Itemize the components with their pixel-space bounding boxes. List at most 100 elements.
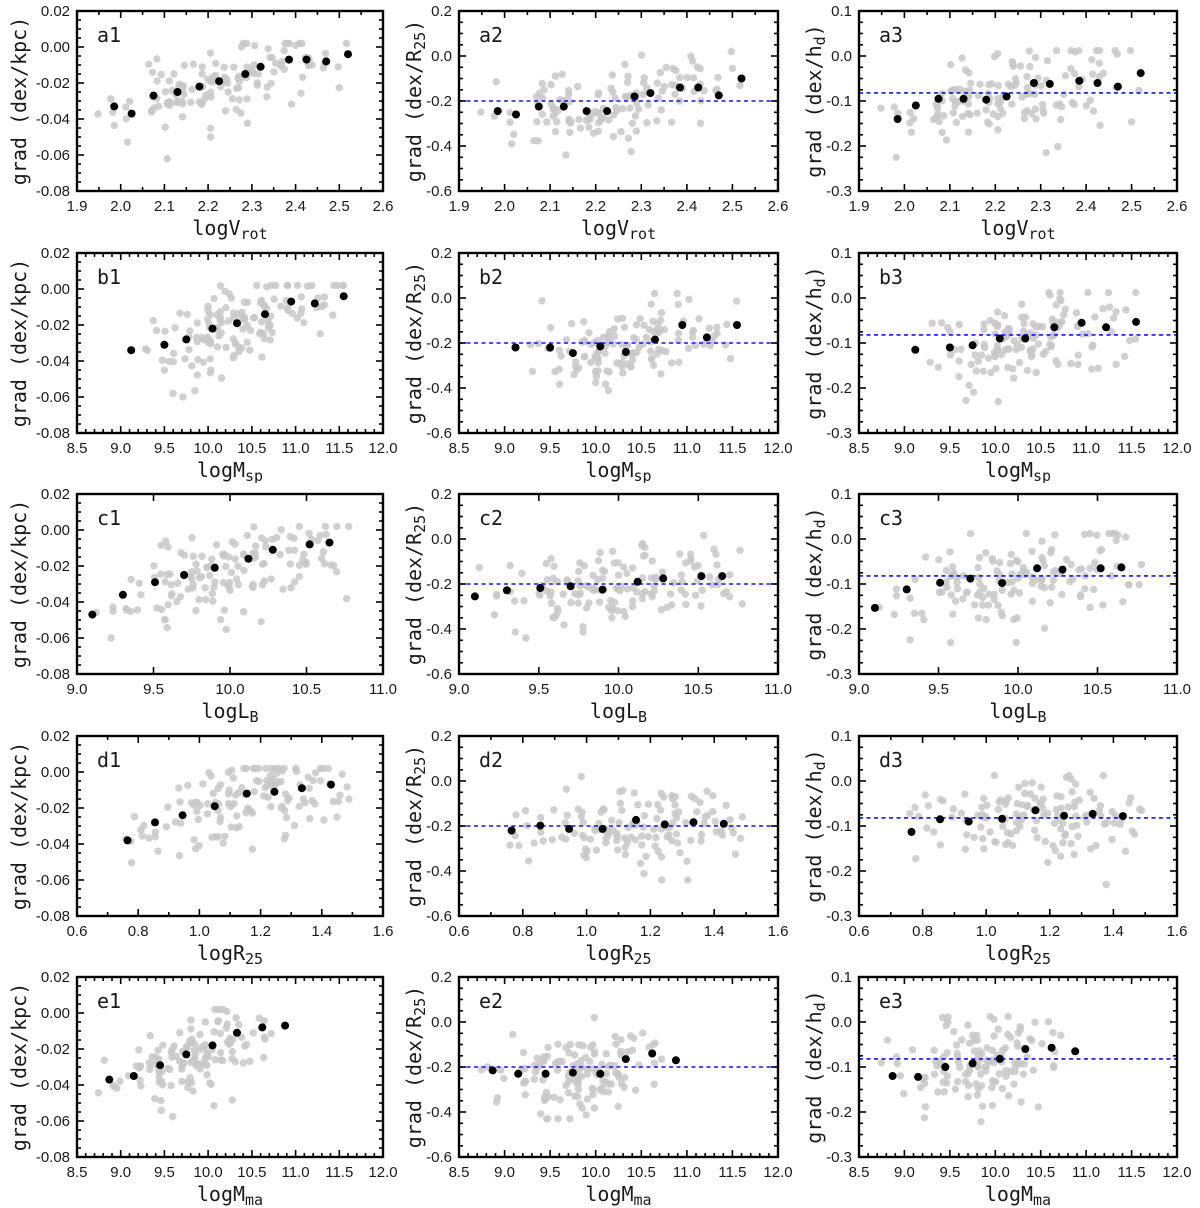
svg-text:2.0: 2.0 (894, 198, 915, 215)
svg-text:2.1: 2.1 (939, 198, 960, 215)
svg-text:1.9: 1.9 (449, 198, 470, 215)
svg-text:10.5: 10.5 (627, 1164, 656, 1181)
svg-text:9.0: 9.0 (494, 440, 515, 457)
x-axis-label: logMsp (985, 458, 1051, 484)
svg-text:2.3: 2.3 (1030, 198, 1051, 215)
panel-label: a3 (879, 23, 903, 47)
svg-text:0.1: 0.1 (831, 486, 852, 503)
y-axis-label: grad (dex/R25) (402, 20, 429, 182)
panel-c1-plot: 9.0 9.5 10.0 10.5 11.0 -0.08 -0.06 -0.04 -0.02 0.… (7, 486, 397, 725)
svg-text:-0.2: -0.2 (826, 621, 852, 638)
svg-text:10.5: 10.5 (1026, 440, 1055, 457)
svg-text:12.0: 12.0 (1162, 1164, 1191, 1181)
svg-text:10.0: 10.0 (581, 440, 610, 457)
svg-text:0.1: 0.1 (831, 728, 852, 745)
x-axis-label: logLB (989, 699, 1046, 725)
svg-text:10.5: 10.5 (237, 1164, 266, 1181)
svg-text:12.0: 12.0 (763, 1164, 792, 1181)
svg-text:10.0: 10.0 (215, 681, 244, 698)
svg-text:8.5: 8.5 (449, 1164, 470, 1181)
panel-d1: 0.6 0.8 1.0 1.2 1.4 1.6 -0.08 -0.06 -0.04 -0.02 0.… (0, 725, 400, 967)
svg-text:-0.08: -0.08 (36, 666, 70, 683)
svg-text:-0.3: -0.3 (826, 425, 852, 442)
svg-text:0.02: 0.02 (41, 969, 70, 986)
panel-label: a1 (97, 23, 121, 47)
x-axis-label: logVrot (192, 216, 267, 242)
svg-text:1.2: 1.2 (1039, 923, 1060, 940)
svg-text:-0.4: -0.4 (426, 138, 452, 155)
svg-text:10.0: 10.0 (981, 1164, 1010, 1181)
svg-text:9.0: 9.0 (449, 681, 470, 698)
svg-text:11.0: 11.0 (1163, 681, 1191, 698)
svg-text:2.2: 2.2 (585, 198, 606, 215)
svg-text:9.0: 9.0 (110, 1164, 131, 1181)
x-axis-label: logMma (197, 1182, 263, 1208)
panel-a2-plot: 1.9 2.0 2.1 2.2 2.3 2.4 2.5 2.6 -0.6 -0.4 -0.2 0.0 0… (402, 3, 788, 242)
panel-a2: 1.9 2.0 2.1 2.2 2.3 2.4 2.5 2.6 -0.6 -0.4 -0.2 0.0 0… (400, 0, 800, 242)
panel-label: d2 (479, 748, 503, 772)
svg-text:0.0: 0.0 (831, 1014, 852, 1031)
svg-text:8.5: 8.5 (849, 1164, 870, 1181)
y-axis-label: grad (dex/hd) (802, 266, 829, 419)
svg-text:-0.6: -0.6 (426, 425, 452, 442)
panel-e2: 8.5 9.0 9.5 10.0 10.5 11.0 11.5 12.0 -0.6 -0.4 -0.… (400, 966, 800, 1208)
svg-text:0.8: 0.8 (128, 923, 149, 940)
svg-text:8.5: 8.5 (449, 440, 470, 457)
panel-b3-plot: 8.5 9.0 9.5 10.0 10.5 11.0 11.5 12.0 -0.3 -0.2 -0.… (802, 245, 1192, 484)
svg-text:10.5: 10.5 (1026, 1164, 1055, 1181)
panel-label: d3 (879, 748, 903, 772)
svg-text:0.0: 0.0 (831, 773, 852, 790)
svg-text:1.9: 1.9 (67, 198, 88, 215)
svg-text:2.2: 2.2 (985, 198, 1006, 215)
y-axis-label: grad (dex/hd) (802, 507, 829, 660)
y-axis-label: grad (dex/hd) (802, 749, 829, 902)
panel-label: d1 (97, 748, 121, 772)
svg-text:-0.2: -0.2 (826, 1104, 852, 1121)
svg-text:0.02: 0.02 (41, 3, 70, 20)
x-axis-label: logLB (590, 699, 647, 725)
panel-a1: 1.9 2.0 2.1 2.2 2.3 2.4 2.5 2.6 -0.08 -0.06 -0.04 -… (0, 0, 400, 242)
svg-text:2.1: 2.1 (154, 198, 175, 215)
panel-e3: 8.5 9.0 9.5 10.0 10.5 11.0 11.5 12.0 -0.3 -0.2 -0.… (800, 966, 1200, 1208)
svg-text:2.6: 2.6 (1167, 198, 1188, 215)
svg-text:-0.06: -0.06 (36, 147, 70, 164)
svg-text:0.2: 0.2 (431, 728, 452, 745)
svg-text:0.0: 0.0 (431, 773, 452, 790)
svg-text:-0.2: -0.2 (426, 576, 452, 593)
svg-text:-0.04: -0.04 (36, 353, 70, 370)
svg-text:1.4: 1.4 (704, 923, 725, 940)
svg-text:9.5: 9.5 (939, 1164, 960, 1181)
svg-text:1.2: 1.2 (640, 923, 661, 940)
svg-text:2.5: 2.5 (722, 198, 743, 215)
svg-text:-0.1: -0.1 (826, 818, 852, 835)
svg-text:-0.08: -0.08 (36, 183, 70, 200)
svg-text:1.0: 1.0 (976, 923, 997, 940)
svg-text:9.5: 9.5 (540, 440, 561, 457)
svg-text:-0.4: -0.4 (426, 380, 452, 397)
svg-text:0.8: 0.8 (512, 923, 533, 940)
svg-text:1.6: 1.6 (1167, 923, 1188, 940)
svg-text:1.6: 1.6 (373, 923, 394, 940)
svg-text:11.0: 11.0 (673, 440, 701, 457)
x-axis-label: logVrot (980, 216, 1055, 242)
svg-text:11.0: 11.0 (764, 681, 792, 698)
svg-text:-0.02: -0.02 (36, 558, 70, 575)
panel-c3-plot: 9.0 9.5 10.0 10.5 11.0 -0.3 -0.2 -0.1 0.0 0.1 c3 lo… (802, 486, 1191, 725)
svg-text:0.00: 0.00 (41, 39, 70, 56)
svg-text:10.5: 10.5 (684, 681, 713, 698)
svg-text:-0.6: -0.6 (426, 183, 452, 200)
svg-text:-0.06: -0.06 (36, 389, 70, 406)
x-axis-label: logMma (585, 1182, 651, 1208)
panel-a3: 1.9 2.0 2.1 2.2 2.3 2.4 2.5 2.6 -0.3 -0.2 -0.1 0.0 0… (800, 0, 1200, 242)
panel-label: e1 (97, 989, 121, 1013)
svg-text:10.0: 10.0 (1003, 681, 1032, 698)
svg-text:-0.3: -0.3 (826, 666, 852, 683)
svg-text:0.02: 0.02 (41, 486, 70, 503)
panel-c2-plot: 9.0 9.5 10.0 10.5 11.0 -0.6 -0.4 -0.2 0.0 0.2 c2 lo… (402, 486, 792, 725)
svg-text:-0.6: -0.6 (426, 666, 452, 683)
svg-text:11.0: 11.0 (369, 681, 397, 698)
svg-text:10.5: 10.5 (292, 681, 321, 698)
svg-text:11.5: 11.5 (325, 440, 353, 457)
svg-text:1.0: 1.0 (189, 923, 210, 940)
svg-text:9.0: 9.0 (849, 681, 870, 698)
